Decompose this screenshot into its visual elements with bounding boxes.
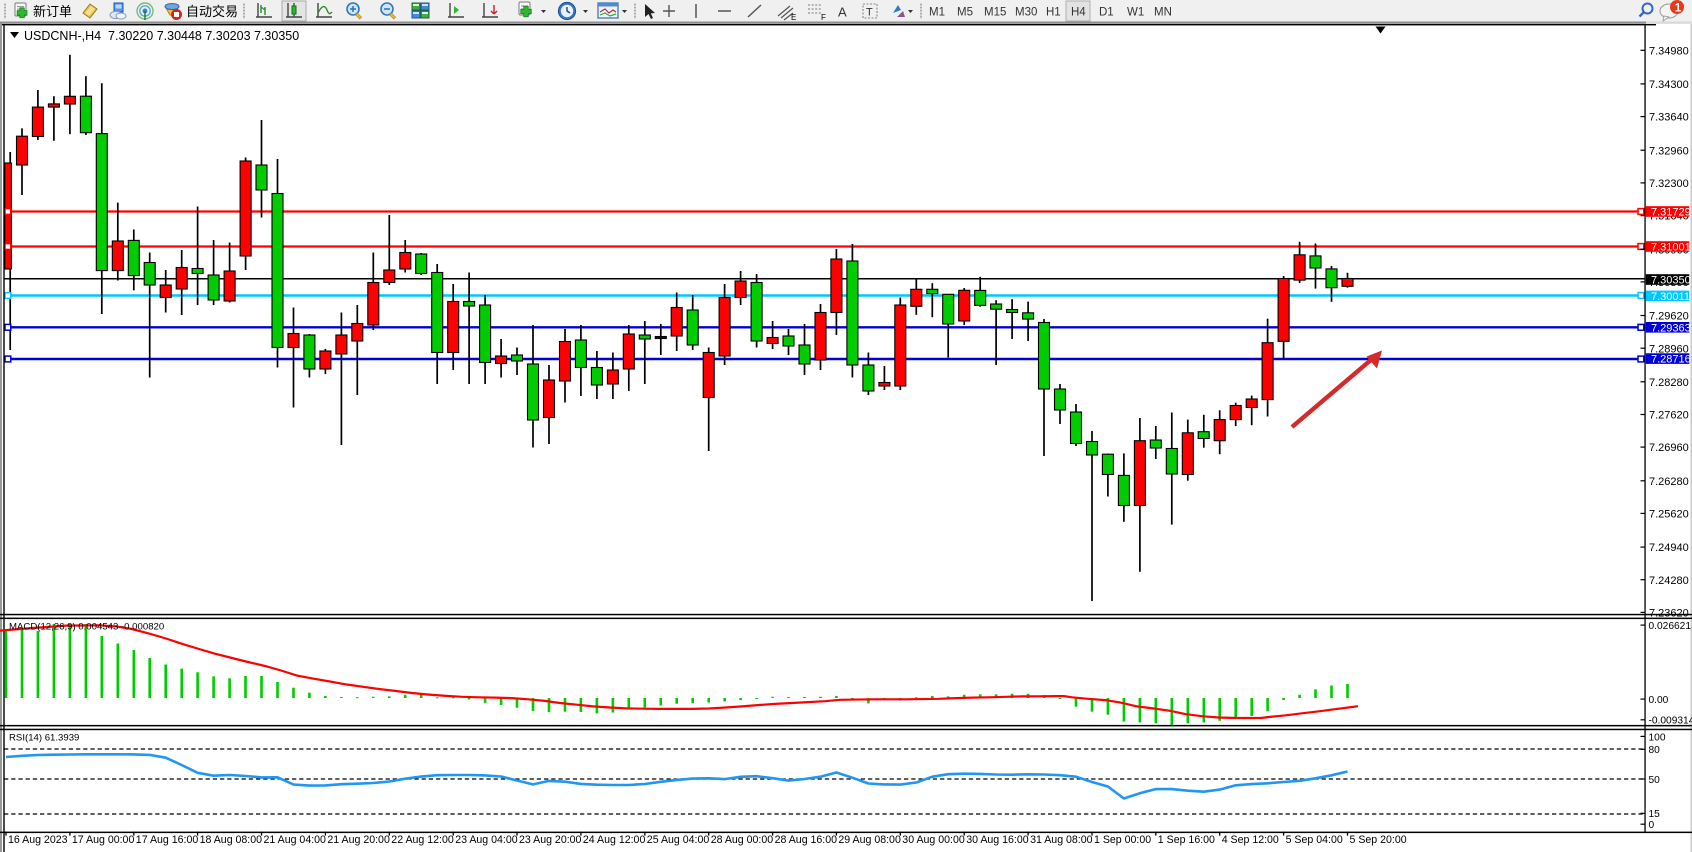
svg-text:0: 0 [1649,820,1655,831]
svg-text:F: F [821,13,826,22]
svg-text:MACD(12,26,9) 0.004543 -0.0008: MACD(12,26,9) 0.004543 -0.000820 [9,622,164,633]
svg-text:7.34300: 7.34300 [1649,79,1689,91]
svg-text:7.34980: 7.34980 [1649,45,1689,57]
svg-text:16 Aug 2023: 16 Aug 2023 [8,834,68,846]
svg-text:30 Aug 00:00: 30 Aug 00:00 [902,834,965,846]
svg-text:7.32300: 7.32300 [1649,178,1689,190]
svg-text:1 Sep 00:00: 1 Sep 00:00 [1094,834,1151,846]
svg-text:7.33640: 7.33640 [1649,112,1689,124]
svg-text:17 Aug 16:00: 17 Aug 16:00 [136,834,199,846]
svg-text:100: 100 [1649,732,1666,743]
svg-text:7.24280: 7.24280 [1649,575,1689,587]
svg-text:24 Aug 12:00: 24 Aug 12:00 [583,834,646,846]
svg-text:新订单: 新订单 [33,4,72,19]
svg-text:H1: H1 [1046,7,1061,19]
svg-text:7.29620: 7.29620 [1649,311,1689,323]
svg-text:M1: M1 [929,7,945,19]
svg-text:30 Aug 16:00: 30 Aug 16:00 [966,834,1029,846]
svg-text:A: A [838,5,847,20]
svg-text:USDCNH-,H4 7.30220 7.30448 7.: USDCNH-,H4 7.30220 7.30448 7.30203 7.303… [24,29,299,43]
svg-text:H4: H4 [1071,7,1086,19]
svg-text:28 Aug 00:00: 28 Aug 00:00 [711,834,774,846]
svg-text:MN: MN [1154,7,1172,19]
svg-text:E: E [791,13,796,22]
svg-text:28 Aug 16:00: 28 Aug 16:00 [775,834,838,846]
svg-text:15: 15 [1649,809,1661,820]
svg-text:7.30350: 7.30350 [1651,275,1691,287]
svg-text:M5: M5 [957,7,973,19]
svg-text:M30: M30 [1015,7,1037,19]
svg-text:25 Aug 04:00: 25 Aug 04:00 [647,834,710,846]
svg-text:22 Aug 12:00: 22 Aug 12:00 [391,834,454,846]
svg-text:29 Aug 08:00: 29 Aug 08:00 [838,834,901,846]
svg-text:50: 50 [1649,775,1661,786]
svg-text:W1: W1 [1127,7,1144,19]
svg-text:21 Aug 04:00: 21 Aug 04:00 [264,834,327,846]
svg-text:5 Sep 04:00: 5 Sep 04:00 [1286,834,1343,846]
svg-text:M15: M15 [984,7,1006,19]
svg-text:D1: D1 [1099,7,1114,19]
svg-text:7.32960: 7.32960 [1649,145,1689,157]
svg-text:7.28716: 7.28716 [1651,354,1691,366]
svg-text:0.00: 0.00 [1649,695,1669,706]
svg-text:23 Aug 04:00: 23 Aug 04:00 [455,834,518,846]
svg-text:7.29363: 7.29363 [1651,322,1691,334]
svg-text:7.30011: 7.30011 [1651,291,1690,303]
svg-text:7.26280: 7.26280 [1649,476,1689,488]
svg-text:7.28280: 7.28280 [1649,377,1689,389]
svg-text:21 Aug 20:00: 21 Aug 20:00 [327,834,390,846]
svg-text:7.23620: 7.23620 [1649,608,1689,620]
svg-text:4 Sep 12:00: 4 Sep 12:00 [1222,834,1279,846]
svg-text:7.31729: 7.31729 [1651,207,1691,219]
svg-text:1 Sep 16:00: 1 Sep 16:00 [1158,834,1215,846]
svg-text:T: T [866,7,873,19]
svg-text:7.26960: 7.26960 [1649,442,1689,454]
svg-text:18 Aug 08:00: 18 Aug 08:00 [200,834,263,846]
svg-text:17 Aug 00:00: 17 Aug 00:00 [72,834,135,846]
svg-text:80: 80 [1649,745,1661,756]
svg-text:7.28960: 7.28960 [1649,343,1689,355]
svg-text:-0.009314: -0.009314 [1649,716,1692,727]
svg-text:1: 1 [1675,3,1682,15]
svg-text:31 Aug 08:00: 31 Aug 08:00 [1030,834,1093,846]
svg-text:7.27620: 7.27620 [1649,410,1689,422]
svg-text:23 Aug 20:00: 23 Aug 20:00 [519,834,582,846]
svg-text:0.026621: 0.026621 [1649,621,1692,632]
svg-text:7.24940: 7.24940 [1649,542,1689,554]
svg-text:RSI(14) 61.3939: RSI(14) 61.3939 [9,733,79,744]
svg-text:7.25620: 7.25620 [1649,509,1689,521]
svg-text:5 Sep 20:00: 5 Sep 20:00 [1350,834,1407,846]
svg-text:7.31001: 7.31001 [1651,242,1691,254]
svg-text:自动交易: 自动交易 [186,4,238,19]
